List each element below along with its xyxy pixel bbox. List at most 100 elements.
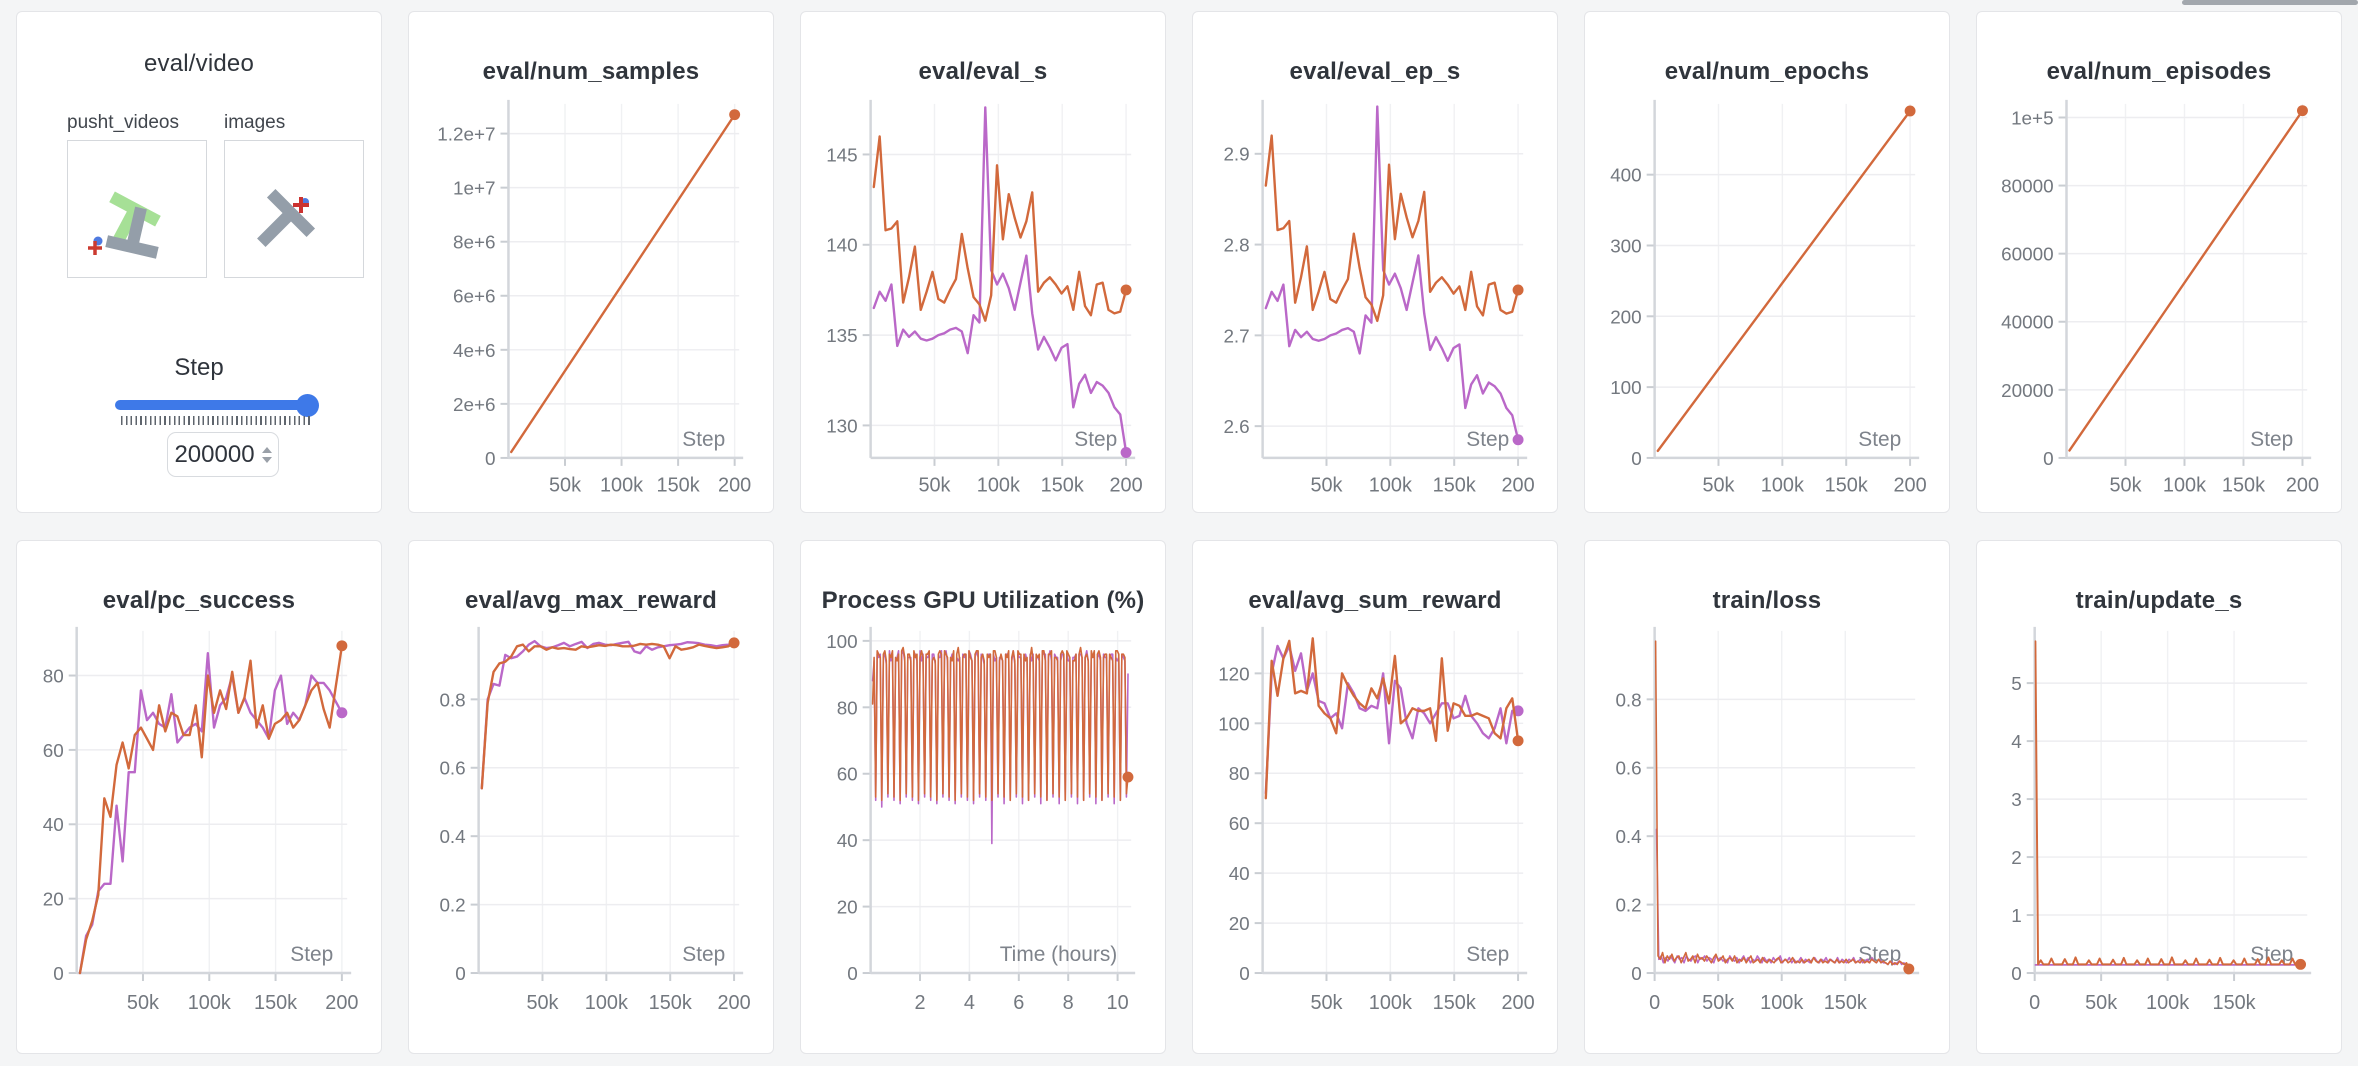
svg-text:1e+5: 1e+5 (2011, 108, 2054, 129)
svg-text:100k: 100k (188, 992, 231, 1014)
svg-text:Step: Step (682, 943, 725, 966)
svg-text:100k: 100k (2146, 992, 2189, 1014)
svg-text:50k: 50k (1702, 475, 1734, 497)
svg-text:0.4: 0.4 (1615, 827, 1641, 848)
svg-text:80: 80 (43, 666, 64, 687)
panel-title: eval/video (143, 50, 255, 77)
chart-title: eval/eval_s (918, 58, 1048, 85)
chart-title: train/update_s (2075, 587, 2243, 614)
chart-title: eval/eval_ep_s (1289, 58, 1461, 85)
panel-eval-avg-sum-reward: eval/avg_sum_reward 0 20 40 60 80 100 120 50k 10… (1192, 540, 1558, 1054)
svg-text:0: 0 (2029, 992, 2040, 1014)
video-thumbnail-pusht[interactable] (67, 140, 207, 278)
step-input[interactable]: 200000 (167, 432, 279, 477)
svg-text:150k: 150k (254, 992, 297, 1014)
svg-text:20: 20 (837, 898, 858, 919)
svg-text:135: 135 (826, 326, 858, 347)
step-input-value: 200000 (174, 440, 255, 468)
svg-text:50k: 50k (1702, 992, 1734, 1014)
svg-text:5: 5 (2011, 674, 2022, 695)
svg-text:0: 0 (455, 964, 466, 985)
svg-text:200: 200 (1501, 475, 1534, 497)
line-chart-gpu-utilization[interactable]: 0 20 40 60 80 100 2 4 6 8 10 Time (hours) (801, 541, 1165, 1053)
line-chart-eval-num-episodes[interactable]: 0 20000 40000 60000 80000 1e+5 50k 100k 150k 200 S… (1977, 12, 2341, 512)
svg-text:60: 60 (43, 741, 64, 762)
svg-text:50k: 50k (549, 475, 581, 497)
svg-text:100: 100 (826, 632, 858, 653)
svg-text:200: 200 (325, 992, 358, 1014)
svg-text:0.6: 0.6 (1615, 759, 1641, 780)
media-label-images: images (224, 112, 286, 133)
svg-text:50k: 50k (1310, 992, 1342, 1014)
target-cross (293, 197, 309, 213)
svg-text:2: 2 (2011, 848, 2022, 869)
svg-text:60: 60 (837, 765, 858, 786)
svg-text:0.6: 0.6 (439, 759, 465, 780)
svg-text:2: 2 (914, 992, 925, 1014)
svg-text:80: 80 (837, 698, 858, 719)
panel-eval-avg-max-reward: eval/avg_max_reward 0 0.2 0.4 0.6 0.8 50k 100k… (408, 540, 774, 1054)
svg-text:150k: 150k (649, 992, 692, 1014)
svg-text:200: 200 (1610, 307, 1642, 328)
line-chart-train-loss[interactable]: 0 0.2 0.4 0.6 0.8 0 50k 100k 150k Step (1585, 541, 1949, 1053)
svg-text:40: 40 (1229, 864, 1250, 885)
svg-text:6e+6: 6e+6 (453, 287, 496, 308)
line-chart-eval-avg-sum-reward[interactable]: 0 20 40 60 80 100 120 50k 100k 150k 200 Step (1193, 541, 1557, 1053)
svg-text:100k: 100k (2163, 475, 2206, 497)
svg-text:8e+6: 8e+6 (453, 233, 496, 254)
svg-text:150k: 150k (1824, 992, 1867, 1014)
line-chart-eval-eval-s[interactable]: 130 135 140 145 50k 100k 150k 200 Step (801, 12, 1165, 512)
gray-t-shape (105, 206, 159, 259)
svg-text:80000: 80000 (2001, 177, 2054, 198)
svg-text:0: 0 (1239, 964, 1250, 985)
video-thumbnail-images[interactable] (224, 140, 364, 278)
svg-text:50k: 50k (918, 475, 950, 497)
svg-text:3: 3 (2011, 790, 2022, 811)
panel-gpu-utilization: Process GPU Utilization (%) 0 20 40 60 80 100… (800, 540, 1166, 1054)
line-chart-eval-pc-success[interactable]: 0 20 40 60 80 50k 100k 150k 200 Step (17, 541, 381, 1053)
pusht-video-frame (88, 191, 161, 259)
line-chart-eval-eval-ep-s[interactable]: 2.6 2.7 2.8 2.9 50k 100k 150k 200 Step (1193, 12, 1557, 512)
panel-eval-num-episodes: eval/num_episodes 0 20000 40000 60000 80000 1… (1976, 11, 2342, 513)
svg-text:1.2e+7: 1.2e+7 (437, 125, 495, 146)
svg-text:8: 8 (1063, 992, 1074, 1014)
svg-text:Step: Step (1466, 943, 1509, 966)
panel-eval-pc-success: eval/pc_success 0 20 40 60 80 50k 100k 150k 200 S… (16, 540, 382, 1054)
chart-title: Process GPU Utilization (%) (821, 587, 1145, 614)
gray-t-shape (257, 188, 316, 247)
horizontal-scrollbar[interactable] (2182, 0, 2358, 5)
svg-text:Step: Step (2250, 428, 2293, 451)
line-chart-eval-avg-max-reward[interactable]: 0 0.2 0.4 0.6 0.8 50k 100k 150k 200 Step (409, 541, 773, 1053)
svg-text:10: 10 (1107, 992, 1129, 1014)
svg-text:0: 0 (2043, 449, 2053, 470)
svg-text:4: 4 (964, 992, 975, 1014)
svg-text:200: 200 (2286, 475, 2319, 497)
svg-text:60000: 60000 (2001, 245, 2054, 266)
panel-eval-eval-s: eval/eval_s 130 135 140 145 50k 100k 150k 200 St… (800, 11, 1166, 513)
stepper-arrows-icon[interactable] (261, 446, 272, 463)
target-cross (88, 241, 102, 255)
svg-text:1e+7: 1e+7 (453, 179, 496, 200)
svg-text:0: 0 (1649, 992, 1660, 1014)
svg-text:20000: 20000 (2001, 381, 2054, 402)
panel-eval-num-epochs: eval/num_epochs 0 100 200 300 400 50k 100k 150k… (1584, 11, 1950, 513)
step-slider[interactable] (115, 400, 317, 410)
line-chart-eval-num-samples[interactable]: 0 2e+6 4e+6 6e+6 8e+6 1e+7 1.2e+7 50k 100k 150k 20… (409, 12, 773, 512)
chart-title: eval/num_epochs (1664, 58, 1870, 85)
svg-text:0.8: 0.8 (1615, 690, 1641, 711)
svg-text:Step: Step (1074, 428, 1117, 451)
svg-text:2e+6: 2e+6 (453, 395, 496, 416)
chart-title: eval/avg_sum_reward (1248, 587, 1502, 614)
svg-text:0: 0 (1631, 964, 1642, 985)
svg-text:200: 200 (1893, 475, 1926, 497)
line-chart-eval-num-epochs[interactable]: 0 100 200 300 400 50k 100k 150k 200 Step (1585, 12, 1949, 512)
svg-text:40: 40 (43, 815, 64, 836)
svg-text:50k: 50k (2109, 475, 2141, 497)
step-slider-knob[interactable] (296, 394, 319, 417)
svg-text:20: 20 (1229, 914, 1250, 935)
svg-text:100k: 100k (600, 475, 643, 497)
panel-eval-video: eval/video pusht_videos images (16, 11, 382, 513)
